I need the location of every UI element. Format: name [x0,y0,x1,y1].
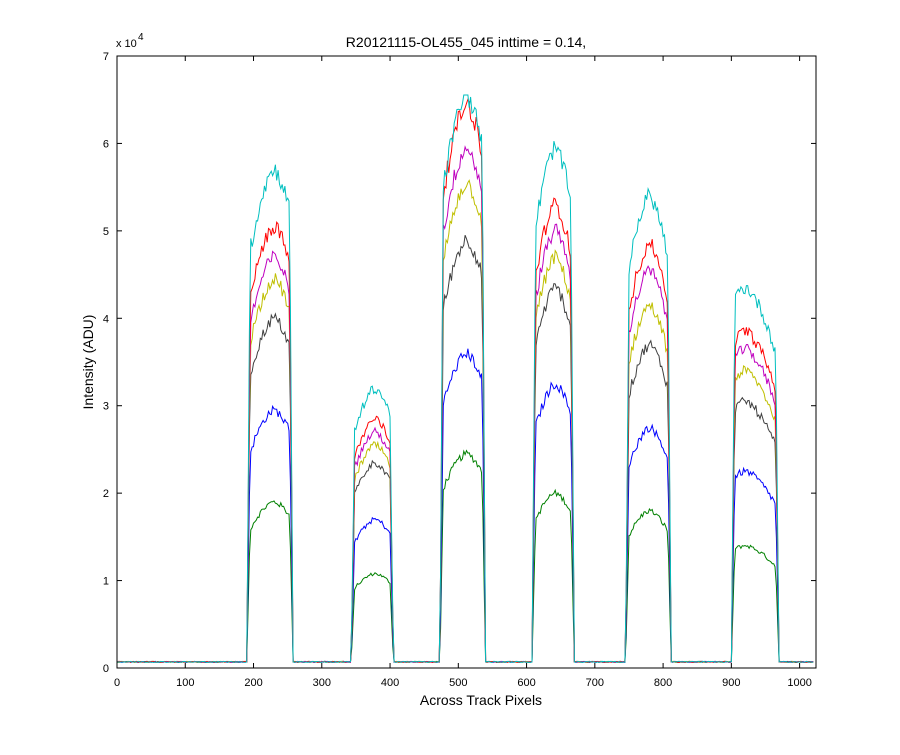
x-tick-label-200: 200 [244,677,262,689]
x-tick-label-400: 400 [381,677,399,689]
plot-frame [116,55,817,669]
x-axis-ticks: 0 100 200 300 400 500 600 700 800 900 1000 [114,56,812,689]
x-tick-label-800: 800 [654,677,672,689]
x-tick-label-1000: 1000 [787,677,811,689]
y-tick-label-0: 0 [103,663,109,675]
y-axis-ticks: 0 1 2 3 4 5 6 7 [103,51,816,675]
y-tick-label-2: 2 [103,488,109,500]
y-tick-label-5: 5 [103,226,109,238]
series-line-1 [116,94,814,664]
y-tick-label-4: 4 [103,313,109,325]
y-multiplier-exponent: 4 [138,32,144,43]
y-tick-label-3: 3 [103,401,109,413]
y-axis-label: Intensity (ADU) [80,315,96,410]
series-layer [116,94,814,664]
x-axis-label: Across Track Pixels [420,692,542,708]
x-tick-label-600: 600 [517,677,535,689]
x-tick-label-300: 300 [313,677,331,689]
x-tick-label-100: 100 [176,677,194,689]
chart-title: R20121115-OL455_045 inttime = 0.14, [346,34,586,50]
x-tick-label-500: 500 [449,677,467,689]
x-tick-label-700: 700 [586,677,604,689]
x-tick-label-0: 0 [114,677,120,689]
y-multiplier: x 10 [116,38,137,50]
y-tick-label-6: 6 [103,138,109,150]
y-tick-label-1: 1 [103,576,109,588]
y-tick-label-7: 7 [103,51,109,63]
x-tick-label-900: 900 [722,677,740,689]
plot-background [117,56,816,668]
